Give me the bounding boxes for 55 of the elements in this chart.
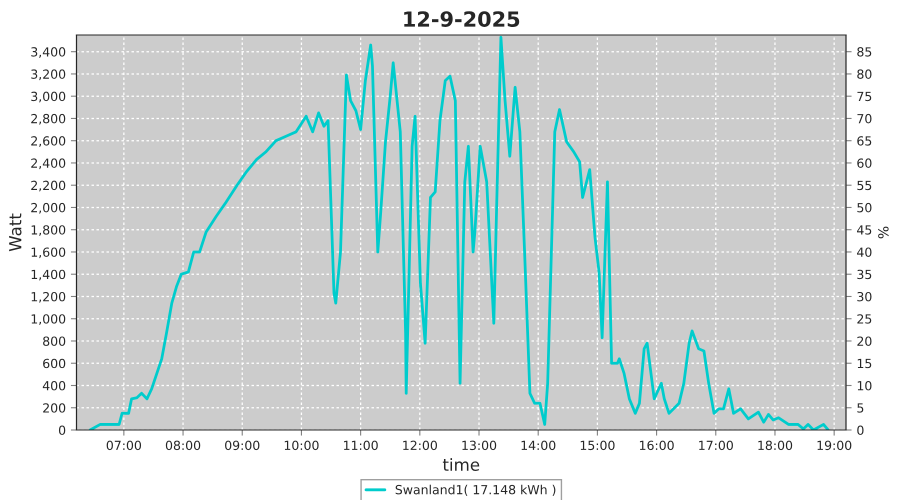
- y-tick-label: 0: [58, 425, 66, 435]
- chart-title: 12-9-2025: [404, 11, 520, 27]
- y-tick-label: 2,600: [31, 136, 66, 147]
- y-axis-title: Watt: [9, 214, 22, 252]
- x-tick-label: 10:00: [284, 440, 319, 450]
- y-tick-label: 800: [43, 336, 66, 346]
- y-tick-label: 2,400: [31, 158, 66, 170]
- y-tick-label: 1,800: [32, 225, 66, 236]
- x-tick-label: 14:00: [522, 440, 556, 450]
- y2-tick-label: 85: [857, 47, 872, 57]
- x-tick-label: 15:00: [580, 440, 615, 450]
- y2-tick-label: 0: [857, 425, 864, 435]
- y-tick-label: 3,200: [31, 69, 66, 80]
- x-tick-label: 17:00: [699, 440, 733, 450]
- y-tick-label: 600: [43, 358, 66, 368]
- x-tick-label: 08:00: [166, 440, 200, 450]
- line-series: [88, 36, 830, 430]
- y2-tick-label: 10: [858, 380, 872, 390]
- x-axis-title: time: [442, 458, 480, 471]
- legend-label: Swanland1( 17.148 kWh ): [396, 484, 556, 496]
- y2-tick-label: 70: [857, 114, 872, 124]
- y2-tick-label: 30: [857, 292, 872, 302]
- y-tick-label: 2,000: [31, 202, 66, 214]
- x-tick-label: 07:00: [106, 440, 142, 450]
- y-tick-label: 3,000: [31, 92, 66, 102]
- x-tick-label: 18:00: [758, 440, 792, 450]
- y2-tick-label: 80: [857, 69, 872, 79]
- y2-tick-label: 45: [857, 225, 872, 235]
- y2-tick-label: 25: [857, 314, 872, 324]
- y2-tick-label: 55: [857, 180, 872, 190]
- y2-tick-label: 35: [857, 270, 872, 280]
- x-tick-label: 12:00: [403, 440, 437, 450]
- y2-tick-label: 65: [857, 136, 872, 146]
- y2-tick-label: 20: [857, 336, 872, 346]
- y2-axis-title: %: [878, 226, 889, 238]
- y-tick-label: 1,200: [32, 292, 66, 303]
- y-tick-label: 1,600: [32, 247, 66, 258]
- y-tick-label: 3,400: [31, 47, 66, 58]
- y2-tick-label: 75: [857, 92, 872, 102]
- y-tick-label: 200: [43, 403, 66, 413]
- y-tick-label: 400: [42, 380, 66, 390]
- y-tick-label: 2,200: [31, 180, 66, 192]
- x-tick-label: 16:00: [640, 440, 674, 450]
- y2-tick-label: 15: [858, 358, 872, 368]
- y2-tick-label: 60: [857, 158, 872, 168]
- x-tick-label: 09:00: [225, 440, 260, 450]
- x-tick-label: 11:00: [344, 440, 378, 450]
- x-tick-label: 19:00: [818, 440, 852, 450]
- y-tick-label: 1,400: [32, 270, 66, 280]
- y2-tick-label: 50: [857, 202, 872, 212]
- y2-tick-label: 5: [857, 403, 864, 413]
- x-tick-label: 13:00: [462, 440, 496, 450]
- y2-tick-label: 40: [857, 247, 872, 257]
- y-tick-label: 2,800: [31, 114, 66, 125]
- y-tick-label: 1,000: [32, 314, 66, 325]
